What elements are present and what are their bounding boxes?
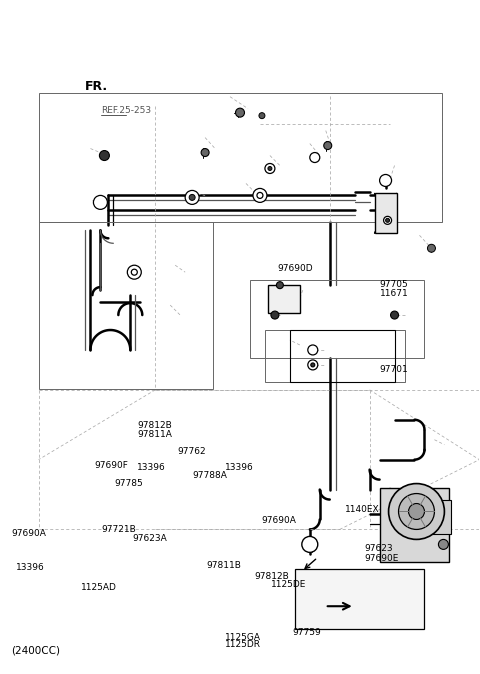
Bar <box>265 330 405 382</box>
Bar <box>295 570 424 629</box>
Circle shape <box>310 152 320 162</box>
Circle shape <box>99 150 109 160</box>
Circle shape <box>189 194 195 200</box>
Circle shape <box>398 493 434 530</box>
Text: 1125GA: 1125GA <box>225 633 261 642</box>
Text: 97623A: 97623A <box>132 534 167 543</box>
Circle shape <box>236 108 244 117</box>
Circle shape <box>391 311 398 319</box>
Circle shape <box>302 537 318 553</box>
Text: 97705: 97705 <box>380 280 408 289</box>
Bar <box>290 330 395 382</box>
Text: 13396: 13396 <box>137 463 166 472</box>
Circle shape <box>257 192 263 198</box>
Circle shape <box>385 218 390 222</box>
Text: 97690E: 97690E <box>364 553 399 563</box>
Bar <box>268 285 300 313</box>
Text: 97812B: 97812B <box>254 572 289 581</box>
Circle shape <box>268 166 272 171</box>
Text: 97721B: 97721B <box>101 524 136 534</box>
Circle shape <box>380 175 392 187</box>
Text: 97690F: 97690F <box>95 461 128 470</box>
Text: 97811A: 97811A <box>137 430 172 439</box>
Circle shape <box>438 539 448 549</box>
Text: 1140EX: 1140EX <box>345 506 380 514</box>
Text: 97788A: 97788A <box>192 471 227 480</box>
Text: 97701: 97701 <box>380 365 408 374</box>
Circle shape <box>408 503 424 520</box>
Text: 13396: 13396 <box>16 563 45 572</box>
Circle shape <box>94 195 108 210</box>
Text: 97811B: 97811B <box>206 561 241 570</box>
Text: 97812B: 97812B <box>137 421 172 430</box>
Text: 11671: 11671 <box>380 289 408 298</box>
Text: 1125DR: 1125DR <box>225 640 261 649</box>
Circle shape <box>384 216 392 224</box>
Text: 97762: 97762 <box>178 448 206 456</box>
Circle shape <box>185 191 199 204</box>
Circle shape <box>271 311 279 319</box>
Text: (2400CC): (2400CC) <box>11 645 60 655</box>
Circle shape <box>308 360 318 370</box>
Circle shape <box>127 265 141 279</box>
Text: FR.: FR. <box>84 80 108 93</box>
Circle shape <box>265 164 275 173</box>
Bar <box>250 280 424 358</box>
Circle shape <box>324 142 332 150</box>
Circle shape <box>253 189 267 202</box>
Text: 1125DE: 1125DE <box>271 580 307 590</box>
Text: 1125AD: 1125AD <box>81 582 117 592</box>
Circle shape <box>308 345 318 355</box>
Text: 97623: 97623 <box>364 543 393 553</box>
Circle shape <box>132 269 137 275</box>
Text: 13396: 13396 <box>225 463 253 472</box>
Circle shape <box>201 148 209 156</box>
Circle shape <box>428 244 435 252</box>
Text: 97785: 97785 <box>115 479 144 488</box>
Circle shape <box>259 113 265 119</box>
Bar <box>38 93 443 222</box>
Text: 97690A: 97690A <box>262 516 297 525</box>
Circle shape <box>276 282 283 288</box>
Text: 97690A: 97690A <box>11 528 46 538</box>
Circle shape <box>311 363 315 367</box>
Bar <box>380 487 449 562</box>
Text: REF.25-253: REF.25-253 <box>101 106 151 115</box>
Bar <box>432 499 451 534</box>
Bar <box>374 193 396 233</box>
Circle shape <box>389 483 444 539</box>
Text: 97690D: 97690D <box>277 264 313 273</box>
Text: 97759: 97759 <box>293 628 322 637</box>
Bar <box>38 222 213 389</box>
